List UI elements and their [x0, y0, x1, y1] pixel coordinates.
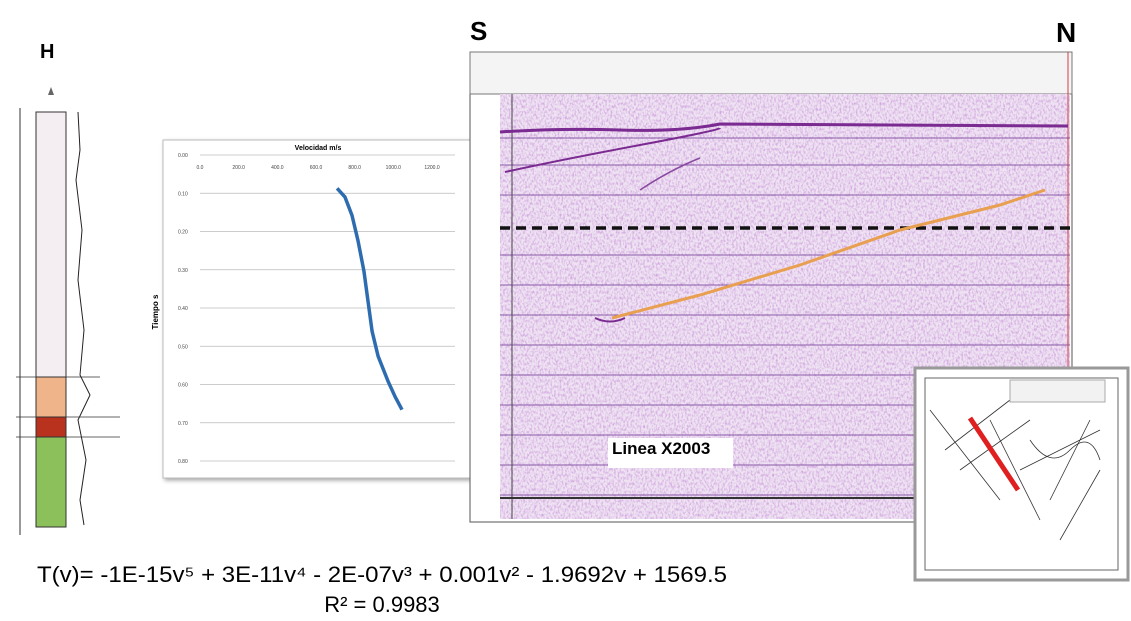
x-tick-label: 0.0	[197, 165, 204, 171]
y-tick-label: 0.60	[178, 383, 188, 389]
velocity-chart: Velocidad m/s Tiempo s 0.00 0.10 0.20 0.30 0…	[151, 139, 471, 479]
north-label: N	[1056, 17, 1076, 48]
x-tick-label: 400.0	[271, 165, 284, 171]
x-tick-label: 1000.0	[386, 165, 402, 171]
x-tick-label: 1200.0	[424, 165, 440, 171]
y-tick-label: 0.50	[178, 344, 188, 350]
seismic-section	[469, 51, 1073, 523]
y-tick-label: 0.00	[178, 153, 188, 159]
y-tick-label: 0.20	[178, 230, 188, 236]
y-tick-label: 0.30	[178, 268, 188, 274]
x-tick-label: 800.0	[348, 165, 361, 171]
chart-frame	[162, 139, 471, 479]
well-log	[16, 87, 120, 535]
x-tick-label: 200.0	[232, 165, 245, 171]
y-tick-label: 0.40	[178, 306, 188, 312]
y-tick-label: 0.80	[178, 459, 188, 465]
south-label: S	[470, 16, 487, 46]
r-squared: R² = 0.9983	[324, 592, 440, 617]
well-label: H	[40, 41, 54, 63]
y-tick-label: 0.70	[178, 421, 188, 427]
line-label: Linea X2003	[612, 439, 710, 458]
y-tick-label: 0.10	[178, 191, 188, 197]
fit-equation: T(v)= -1E-15v⁵ + 3E-11v⁴ - 2E-07v³ + 0.0…	[37, 562, 727, 587]
location-map	[913, 366, 1130, 582]
y-axis-label: Tiempo s	[151, 294, 160, 330]
chart-title: Velocidad m/s	[295, 145, 342, 152]
x-tick-label: 600.0	[310, 165, 323, 171]
velocity-curve	[335, 187, 404, 411]
